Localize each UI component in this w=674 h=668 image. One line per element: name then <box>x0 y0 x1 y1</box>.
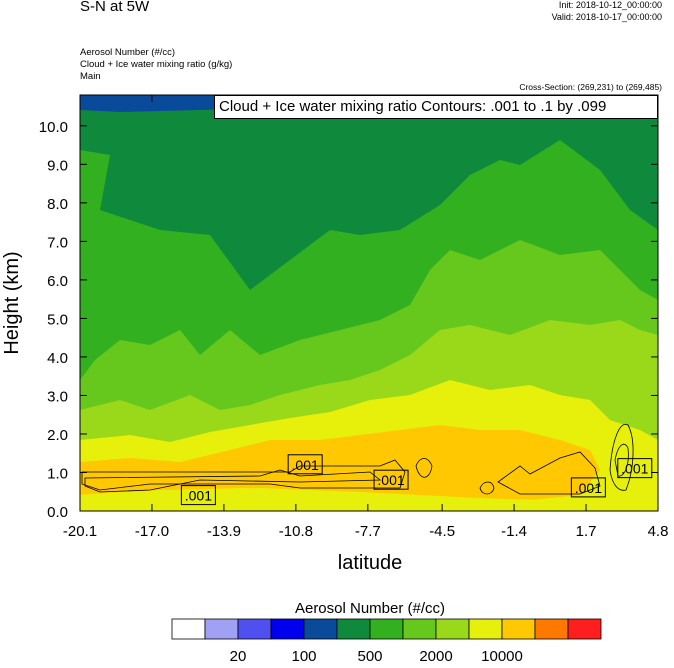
contour-lines <box>81 423 634 495</box>
x-axis-title: latitude <box>338 552 403 574</box>
colorbar-swatch <box>468 618 503 640</box>
y-tick-label: 5.0 <box>47 311 68 328</box>
contour-label: .001 <box>621 461 648 477</box>
heatmap-field <box>80 95 658 511</box>
colorbar-swatch <box>402 618 437 640</box>
colorbar: 20 100 500 2000 10000 <box>171 618 602 665</box>
colorbar-swatch <box>303 618 338 640</box>
y-tick-label: 10.0 <box>39 119 68 136</box>
x-tick-label: -7.7 <box>355 523 381 540</box>
contour-label-box <box>373 469 409 490</box>
contour-label-group: .001 .001 .001 .001 .001 <box>180 454 653 506</box>
contour-label: .001 <box>292 457 319 473</box>
field-label-cloud: Cloud + Ice water mixing ratio (g/kg) <box>80 59 233 70</box>
y-tick-label: 2.0 <box>47 427 68 444</box>
x-tick-label: -13.9 <box>207 523 241 540</box>
colorbar-label: 100 <box>291 648 316 665</box>
colorbar-swatch <box>567 618 602 640</box>
x-tick-label: -17.0 <box>135 523 169 540</box>
colorbar-swatch <box>501 618 536 640</box>
colorbar-swatch <box>369 618 404 640</box>
colorbar-swatch <box>204 618 239 640</box>
colorbar-label: 2000 <box>419 648 452 665</box>
colorbar-swatch <box>237 618 272 640</box>
cross-section-label: Cross-Section: (269,231) to (269,485) <box>519 82 662 92</box>
y-tick-label: 0.0 <box>47 504 68 521</box>
contour-label-box <box>180 485 216 506</box>
y-axis-title: Height (km) <box>1 251 23 354</box>
contour-label-box <box>617 458 653 479</box>
plot-title: S-N at 5W <box>80 0 150 15</box>
field-label-main: Main <box>80 71 101 82</box>
x-tick-label: 1.7 <box>576 523 597 540</box>
x-tick-label: -4.5 <box>429 523 455 540</box>
valid-time: Valid: 2018-10-17_00:00:00 <box>551 12 662 22</box>
contour-label-box <box>287 454 323 475</box>
x-tick-label: -1.4 <box>501 523 527 540</box>
colorbar-title: Aerosol Number (#/cc) <box>295 600 445 617</box>
y-tick-label: 6.0 <box>47 273 68 290</box>
contour-label: .001 <box>185 488 212 504</box>
contour-label: .001 <box>377 472 404 488</box>
contour-label-box <box>570 477 606 498</box>
x-tick-label: 4.8 <box>648 523 669 540</box>
colorbar-swatch <box>171 618 206 640</box>
field-label-aerosol: Aerosol Number (#/cc) <box>80 47 176 58</box>
contour-label: .001 <box>575 480 602 496</box>
y-tick-label: 8.0 <box>47 196 68 213</box>
axis-ticks: -20.1 -17.0 -13.9 -10.8 -7.7 -4.5 -1.4 1.7 4.8 0.… <box>39 95 669 540</box>
colorbar-swatch <box>336 618 371 640</box>
y-tick-label: 3.0 <box>47 388 68 405</box>
colorbar-swatch <box>435 618 470 640</box>
init-time: Init: 2018-10-12_00:00:00 <box>558 0 662 10</box>
colorbar-label: 10000 <box>481 648 523 665</box>
y-tick-label: 4.0 <box>47 350 68 367</box>
contour-info-box: Cloud + Ice water mixing ratio Contours:… <box>214 95 658 119</box>
colorbar-swatch <box>270 618 305 640</box>
y-tick-label: 7.0 <box>47 234 68 251</box>
x-tick-label: -20.1 <box>63 523 97 540</box>
y-tick-label: 9.0 <box>47 157 68 174</box>
colorbar-label: 500 <box>357 648 382 665</box>
colorbar-label: 20 <box>230 648 247 665</box>
colorbar-swatch <box>534 618 569 640</box>
x-tick-label: -10.8 <box>279 523 313 540</box>
y-tick-label: 1.0 <box>47 465 68 482</box>
